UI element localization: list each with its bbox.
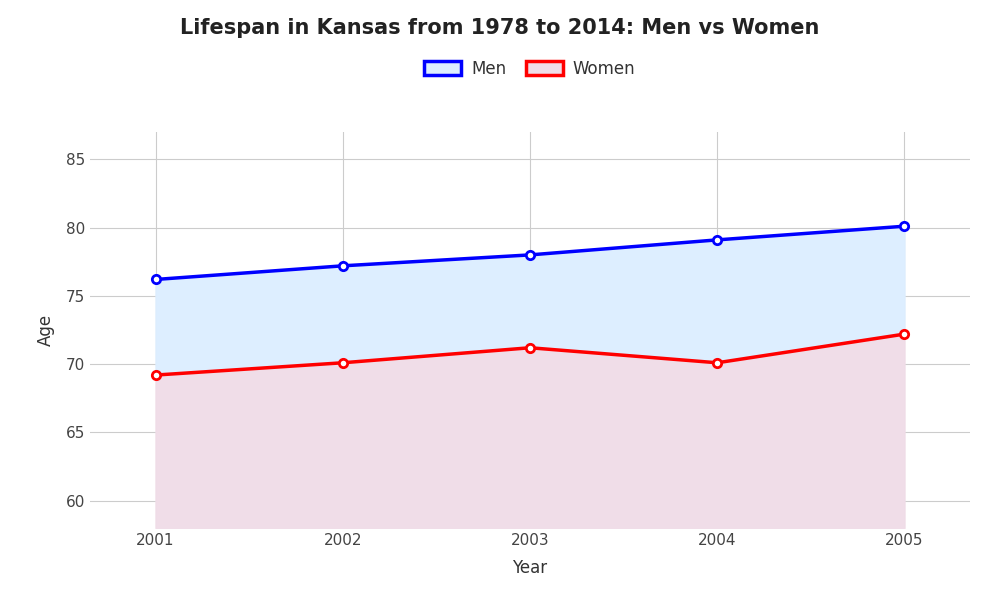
Legend: Men, Women: Men, Women [418, 53, 642, 85]
X-axis label: Year: Year [512, 559, 548, 577]
Y-axis label: Age: Age [37, 314, 55, 346]
Text: Lifespan in Kansas from 1978 to 2014: Men vs Women: Lifespan in Kansas from 1978 to 2014: Me… [180, 18, 820, 38]
